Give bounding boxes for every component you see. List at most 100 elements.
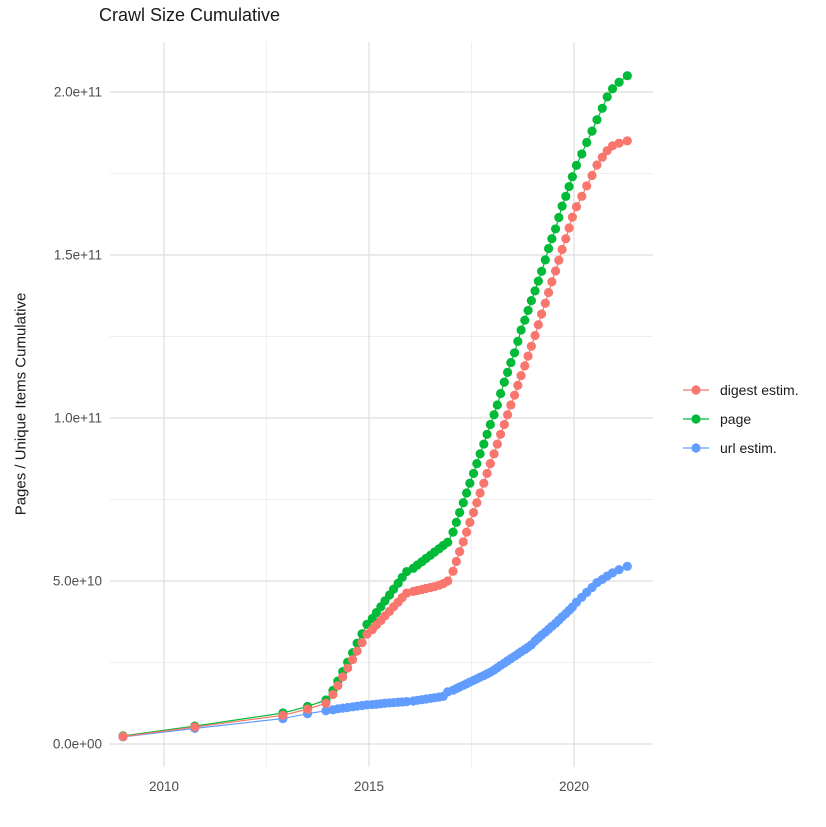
data-point-digest-estim-: [540, 298, 550, 308]
chart-title: Crawl Size Cumulative: [99, 5, 281, 25]
data-point-page: [567, 172, 577, 182]
data-point-digest-estim-: [622, 136, 632, 146]
data-point-digest-estim-: [465, 517, 475, 527]
data-point-digest-estim-: [564, 223, 574, 233]
data-point-digest-estim-: [523, 351, 533, 361]
data-point-page: [561, 191, 571, 201]
data-point-digest-estim-: [333, 681, 343, 691]
data-point-page: [543, 243, 554, 254]
data-point-page: [468, 468, 479, 479]
data-point-digest-estim-: [537, 309, 547, 319]
legend-label: digest estim.: [720, 381, 799, 398]
data-point-digest-estim-: [587, 170, 597, 181]
data-point-url-estim-: [622, 561, 632, 571]
legend-item-url-estim: url estim.: [682, 437, 799, 458]
data-point-page: [516, 325, 526, 335]
data-point-digest-estim-: [513, 380, 523, 390]
data-point-page: [554, 212, 564, 223]
legend-key-icon: [683, 384, 709, 395]
data-point-digest-estim-: [561, 234, 571, 244]
data-point-page: [472, 459, 482, 469]
legend-key-icon: [683, 413, 709, 424]
data-point-page: [614, 77, 624, 87]
data-point-digest-estim-: [520, 361, 530, 371]
data-point-page: [537, 266, 547, 276]
data-point-digest-estim-: [592, 160, 602, 170]
y-tick-label: 5.0e+10: [53, 574, 102, 589]
data-point-digest-estim-: [278, 710, 288, 720]
data-point-digest-estim-: [443, 576, 453, 586]
y-tick-label: 2.0e+11: [54, 85, 102, 100]
data-point-digest-estim-: [352, 646, 362, 656]
data-point-digest-estim-: [530, 330, 540, 341]
data-point-page: [526, 296, 536, 306]
data-point-page: [564, 181, 574, 192]
y-tick-label: 1.0e+11: [54, 411, 102, 426]
data-point-digest-estim-: [468, 507, 479, 518]
data-point-digest-estim-: [543, 287, 554, 298]
legend: digest estim. page url estim.: [682, 379, 799, 458]
data-point-page: [607, 84, 618, 94]
data-point-page: [482, 429, 492, 439]
data-point-page: [496, 388, 506, 399]
data-point-page: [533, 276, 543, 286]
data-point-page: [465, 478, 475, 488]
data-point-digest-estim-: [357, 638, 367, 648]
data-point-digest-estim-: [506, 400, 516, 410]
data-point-digest-estim-: [302, 704, 313, 714]
data-point-digest-estim-: [489, 449, 499, 459]
y-tick-label: 1.5e+11: [54, 248, 102, 263]
data-point-page: [622, 71, 632, 81]
data-point-page: [513, 336, 523, 346]
data-point-page: [461, 488, 472, 498]
data-point-digest-estim-: [118, 731, 128, 742]
data-point-digest-estim-: [348, 654, 358, 665]
data-point-page: [451, 517, 461, 527]
data-point-digest-estim-: [472, 498, 482, 508]
data-point-digest-estim-: [547, 277, 557, 287]
data-point-digest-estim-: [448, 566, 458, 576]
data-point-digest-estim-: [577, 191, 587, 201]
data-point-page: [485, 419, 495, 430]
data-point-digest-estim-: [496, 429, 506, 439]
data-point-page: [571, 160, 582, 170]
data-point-digest-estim-: [554, 255, 564, 265]
data-point-digest-estim-: [550, 266, 561, 276]
data-point-page: [530, 286, 540, 296]
data-point-digest-estim-: [533, 320, 543, 330]
data-point-page: [506, 357, 516, 368]
data-point-page: [557, 201, 567, 211]
data-point-page: [489, 410, 499, 420]
data-point-page: [458, 498, 468, 508]
data-point-page: [547, 234, 557, 244]
data-point-digest-estim-: [190, 722, 200, 732]
data-point-page: [479, 439, 489, 449]
legend-item-page: page: [682, 408, 799, 429]
data-point-digest-estim-: [509, 390, 520, 400]
data-point-digest-estim-: [557, 244, 567, 255]
x-tick-label: 2015: [354, 779, 384, 794]
data-point-digest-estim-: [479, 478, 489, 488]
data-point-page: [443, 537, 453, 547]
data-point-digest-estim-: [597, 152, 607, 162]
data-point-digest-estim-: [571, 202, 582, 212]
data-point-page: [448, 527, 458, 537]
data-point-url-estim-: [321, 706, 331, 716]
data-point-page: [577, 149, 587, 159]
data-point-digest-estim-: [328, 689, 338, 700]
legend-key-icon: [683, 442, 709, 453]
y-axis-title: Pages / Unique Items Cumulative: [12, 292, 30, 516]
data-point-page: [509, 348, 520, 358]
data-point-page: [499, 377, 509, 387]
data-point-page: [492, 400, 502, 410]
legend-label: url estim.: [720, 439, 777, 456]
series-line-page: [122, 75, 628, 737]
legend-item-digest-estim: digest estim.: [682, 379, 799, 400]
data-point-url-estim-: [614, 564, 624, 575]
x-tick-label: 2010: [149, 779, 179, 794]
data-point-page: [502, 367, 513, 377]
data-point-digest-estim-: [502, 410, 513, 420]
data-point-digest-estim-: [482, 468, 492, 479]
